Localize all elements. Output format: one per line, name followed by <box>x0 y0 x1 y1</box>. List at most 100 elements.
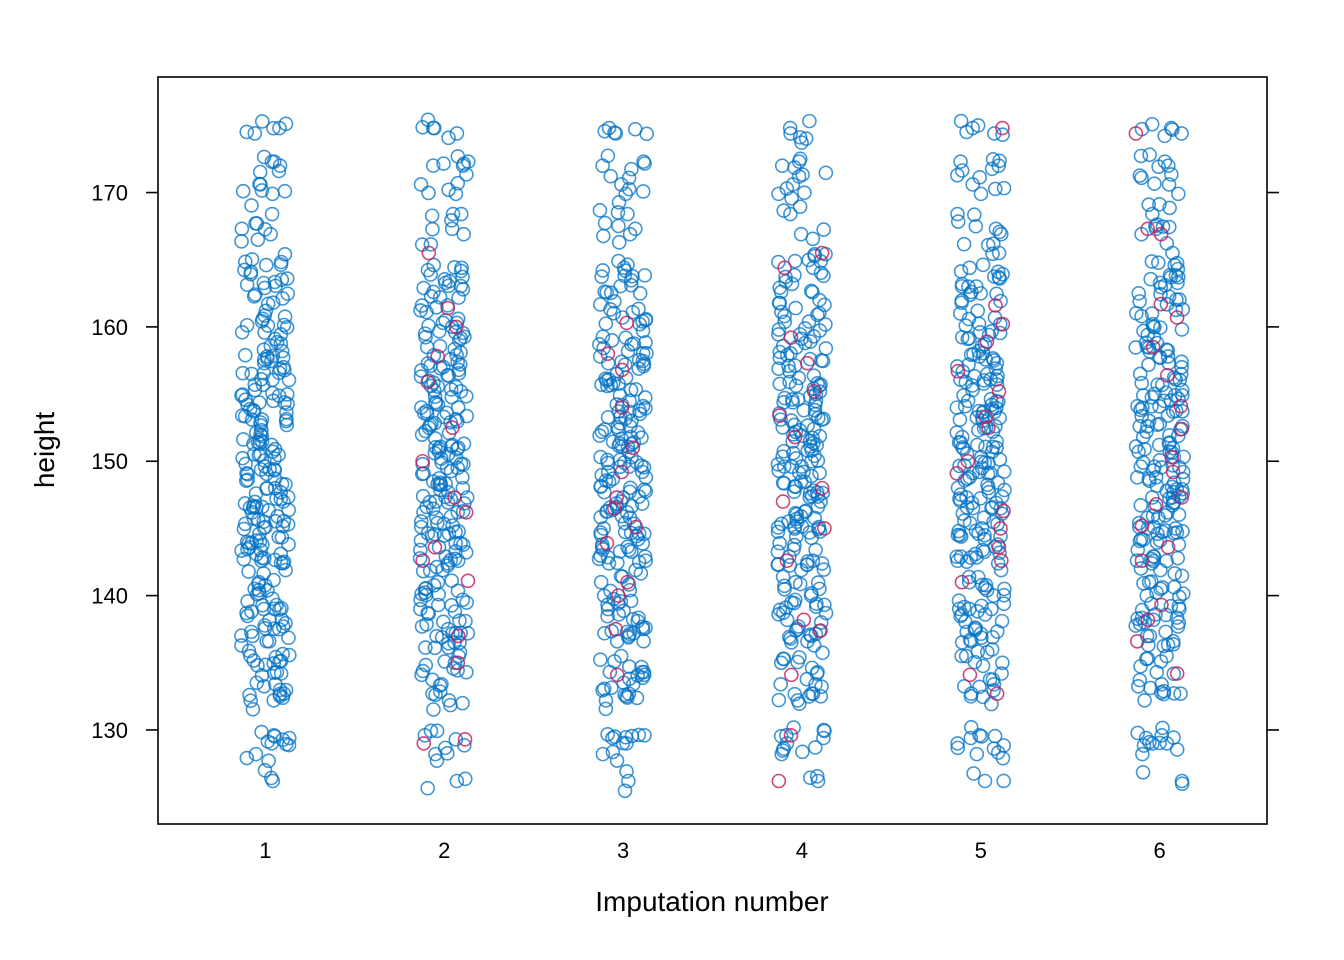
observed-point <box>1166 730 1181 745</box>
observed-point <box>597 215 613 231</box>
observed-point <box>951 593 967 608</box>
observed-point <box>420 356 436 371</box>
observed-point <box>252 176 267 192</box>
observed-point <box>632 286 648 301</box>
observed-point <box>1133 402 1148 418</box>
observed-point <box>425 221 440 237</box>
observed-point <box>250 232 266 247</box>
imputed-point <box>814 480 830 496</box>
imputed-point <box>1153 226 1169 242</box>
observed-point <box>449 126 465 141</box>
observed-point <box>949 549 964 565</box>
observed-point <box>455 480 471 496</box>
imputed-point <box>988 298 1003 313</box>
observed-point <box>248 216 263 231</box>
observed-point <box>635 398 651 414</box>
observed-point <box>277 247 293 262</box>
observed-point <box>996 180 1012 196</box>
observed-point <box>1173 366 1189 382</box>
observed-point <box>804 586 819 601</box>
observed-point <box>274 601 289 616</box>
observed-point <box>987 126 1002 141</box>
observed-point <box>441 130 456 146</box>
observed-point <box>950 740 966 756</box>
observed-point <box>818 165 834 181</box>
observed-point <box>1146 553 1161 569</box>
observed-point <box>274 272 290 287</box>
observed-point <box>972 169 988 185</box>
observed-point <box>1144 399 1159 414</box>
observed-point <box>954 330 970 345</box>
imputed-point <box>614 362 630 378</box>
imputed-point <box>421 245 437 261</box>
observed-point <box>812 305 827 321</box>
observed-point <box>974 598 989 614</box>
imputed-point <box>625 440 641 456</box>
observed-point <box>257 325 272 340</box>
observed-point <box>449 347 464 363</box>
observed-point <box>813 615 829 630</box>
observed-point <box>628 221 643 237</box>
observed-point <box>600 355 616 371</box>
observed-point <box>603 302 618 317</box>
observed-point <box>274 529 290 545</box>
x-tick-label: 4 <box>796 838 808 863</box>
observed-point <box>996 596 1012 611</box>
observed-point <box>957 679 972 694</box>
observed-point <box>444 213 459 228</box>
observed-point <box>1171 391 1186 407</box>
observed-point <box>430 574 446 590</box>
observed-point <box>777 308 792 324</box>
observed-point <box>631 489 647 504</box>
observed-point <box>1152 350 1168 366</box>
observed-point <box>415 119 430 135</box>
observed-point <box>425 158 441 173</box>
observed-point <box>619 689 634 704</box>
observed-point <box>437 272 452 287</box>
observed-point <box>243 624 259 640</box>
observed-point <box>592 349 608 364</box>
observed-point <box>260 296 276 312</box>
observed-point <box>275 291 290 306</box>
observed-point <box>621 542 637 558</box>
observed-point <box>799 671 815 687</box>
observed-point <box>1160 637 1176 653</box>
observed-point <box>961 357 976 372</box>
observed-point <box>986 236 1001 252</box>
observed-point <box>991 394 1006 409</box>
observed-point <box>620 257 635 273</box>
imputed-point <box>614 464 630 480</box>
observed-point <box>600 148 616 164</box>
observed-point <box>1132 168 1148 183</box>
observed-point <box>456 226 471 242</box>
observed-point <box>782 363 797 379</box>
observed-point <box>592 337 607 352</box>
observed-point <box>420 780 435 796</box>
observed-point <box>1158 508 1173 523</box>
imputed-point <box>448 319 464 335</box>
observed-point <box>637 390 653 405</box>
imputed-point <box>954 574 970 590</box>
observed-point <box>603 583 618 599</box>
observed-point <box>419 406 435 422</box>
observed-point <box>801 252 817 268</box>
observed-point <box>954 635 970 650</box>
observed-point <box>260 351 275 367</box>
observed-point <box>1164 167 1179 182</box>
imputed-point <box>1160 367 1175 383</box>
observed-point <box>264 206 280 222</box>
y-tick-label: 140 <box>91 584 128 609</box>
observed-point <box>812 581 827 597</box>
observed-point <box>621 181 637 197</box>
imputed-point <box>611 588 626 603</box>
observed-point <box>419 617 434 632</box>
observed-point <box>426 284 441 300</box>
observed-point <box>792 696 807 711</box>
observed-point <box>779 181 795 196</box>
observed-point <box>810 307 825 323</box>
observed-point <box>990 624 1005 639</box>
observed-point <box>275 646 291 662</box>
observed-point <box>1174 776 1190 792</box>
imputed-point <box>628 519 644 535</box>
observed-point <box>952 527 968 543</box>
